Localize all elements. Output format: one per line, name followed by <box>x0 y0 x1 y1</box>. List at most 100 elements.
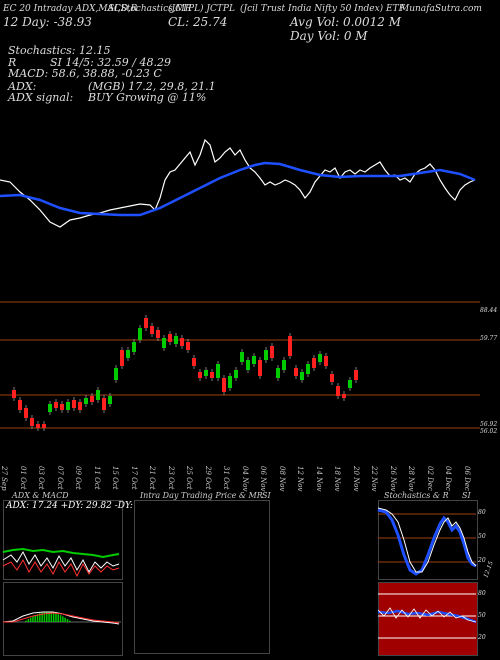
candle-body <box>294 368 298 376</box>
date-label: 03 Oct <box>37 466 45 490</box>
macd-histogram-bar <box>62 616 64 622</box>
date-label: 25 Oct <box>185 466 193 490</box>
candle-body <box>66 402 70 410</box>
date-label: 28 Nov <box>407 466 415 492</box>
candle-body <box>342 394 346 398</box>
header-etf-name: (Jcil Trust India Nifty 50 Index) ETF <box>240 4 405 14</box>
date-label: 31 Oct <box>222 466 230 490</box>
candle-body <box>240 352 244 362</box>
candle-body <box>222 378 226 392</box>
rsi-tick-80: 80 <box>478 590 486 597</box>
avg-volume: Avg Vol: 0.0012 M <box>290 15 402 29</box>
date-label: 04 Dec <box>444 466 452 491</box>
date-label: 12 Nov <box>296 466 304 492</box>
price-label-4: 56.02 <box>480 428 498 435</box>
candle-body <box>258 360 262 376</box>
macd-histogram-bar <box>50 612 53 622</box>
macd-histogram-bar <box>29 617 32 622</box>
indicator-lines-chart <box>0 138 476 228</box>
macd-histogram-bar <box>64 617 66 622</box>
date-label: 23 Oct <box>166 466 175 490</box>
candle-body <box>90 396 94 402</box>
adx-panel <box>3 500 123 580</box>
day-change: 12 Day: -38.93 <box>3 15 92 29</box>
adx-main-line <box>2 558 120 578</box>
adx-signal-label: ADX signal: <box>8 91 74 104</box>
date-label: 21 Oct <box>148 466 156 490</box>
candle-body <box>210 372 214 378</box>
candle-body <box>42 424 46 428</box>
macd-histogram-bar <box>41 612 43 622</box>
date-label: 11 Oct <box>92 466 101 490</box>
stoch-tick-80: 80 <box>478 509 486 516</box>
adx-lines <box>2 547 120 578</box>
date-label: 14 Nov <box>314 466 323 492</box>
candle-body <box>270 346 274 358</box>
candle-body <box>138 328 142 340</box>
adx-label: ADX: <box>8 80 37 93</box>
date-label: 29 Oct <box>203 466 212 490</box>
macd-histogram-bar <box>52 612 55 622</box>
rsi-fast-line <box>377 607 477 623</box>
macd-readout: MACD: 58.6, 38.88, -0.23 C <box>8 67 162 80</box>
date-axis: 27 Sep 01 Oct 03 Oct 07 Oct 09 Oct 11 Oct 15 O… <box>0 440 500 491</box>
candle-body <box>102 398 106 410</box>
adx-readout: ADX: 17.24 +DY: 29.82 -DY: 21.05 <box>6 501 162 511</box>
candle-body <box>144 318 148 328</box>
white-indicator-line <box>0 138 476 228</box>
date-label: 18 Nov <box>333 466 341 492</box>
macd-histogram-bar <box>27 619 30 622</box>
candle-body <box>120 350 124 366</box>
date-label: 06 Dec <box>462 466 471 491</box>
rsi-tick-20: 20 <box>478 634 486 641</box>
candle-body <box>72 400 76 408</box>
macd-lines <box>2 611 121 625</box>
macd-histogram-bar <box>34 615 36 622</box>
candle-body <box>18 400 22 410</box>
candle-body <box>216 364 220 378</box>
date-label: 20 Nov <box>351 466 360 492</box>
date-label: 09 Oct <box>74 466 82 490</box>
date-label: 26 Nov <box>388 466 397 492</box>
header-ticker: (JCTPL) JCTPL <box>168 4 235 14</box>
macd-histogram-bar <box>48 612 50 622</box>
candle-body <box>276 368 280 378</box>
candle-body <box>114 368 118 380</box>
candle-body <box>108 396 112 404</box>
adx-minus-line <box>2 550 120 574</box>
macd-histogram <box>25 612 71 622</box>
adx-plus-line <box>2 547 120 559</box>
macd-histogram-bar <box>55 613 57 622</box>
candle-body <box>354 370 358 380</box>
day-volume: Day Vol: 0 M <box>290 29 368 43</box>
candle-body <box>12 390 16 398</box>
candles <box>12 315 358 431</box>
candle-body <box>156 330 160 338</box>
adx-values: (MGB) 17.2, 29.8, 21.1 <box>88 80 216 93</box>
rsi-tick-50: 50 <box>478 612 486 619</box>
date-label: 06 Nov <box>259 466 267 492</box>
stoch-title: Stochastics & R <box>384 491 449 500</box>
candle-body <box>204 370 208 376</box>
candle-body <box>336 386 340 396</box>
candle-body <box>150 326 154 334</box>
candle-body <box>78 402 82 410</box>
candle-body <box>252 356 256 364</box>
adx-signal: BUY Growing @ 11% <box>88 91 207 104</box>
intraday-panel <box>134 500 270 654</box>
candle-body <box>234 370 238 378</box>
candle-body <box>288 336 292 356</box>
blue-indicator-line <box>0 161 476 217</box>
candle-body <box>330 374 334 382</box>
candle-body <box>348 380 352 388</box>
stoch-tick-50: 50 <box>478 533 486 540</box>
candlestick-chart <box>0 301 480 431</box>
candle-body <box>306 364 310 374</box>
date-label: 02 Dec <box>425 466 434 491</box>
macd-histogram-bar <box>39 613 41 622</box>
candle-body <box>60 404 64 410</box>
candle-body <box>54 402 58 408</box>
macd-histogram-bar <box>25 620 27 622</box>
date-label: 17 Oct <box>129 466 138 490</box>
candle-body <box>264 350 268 360</box>
